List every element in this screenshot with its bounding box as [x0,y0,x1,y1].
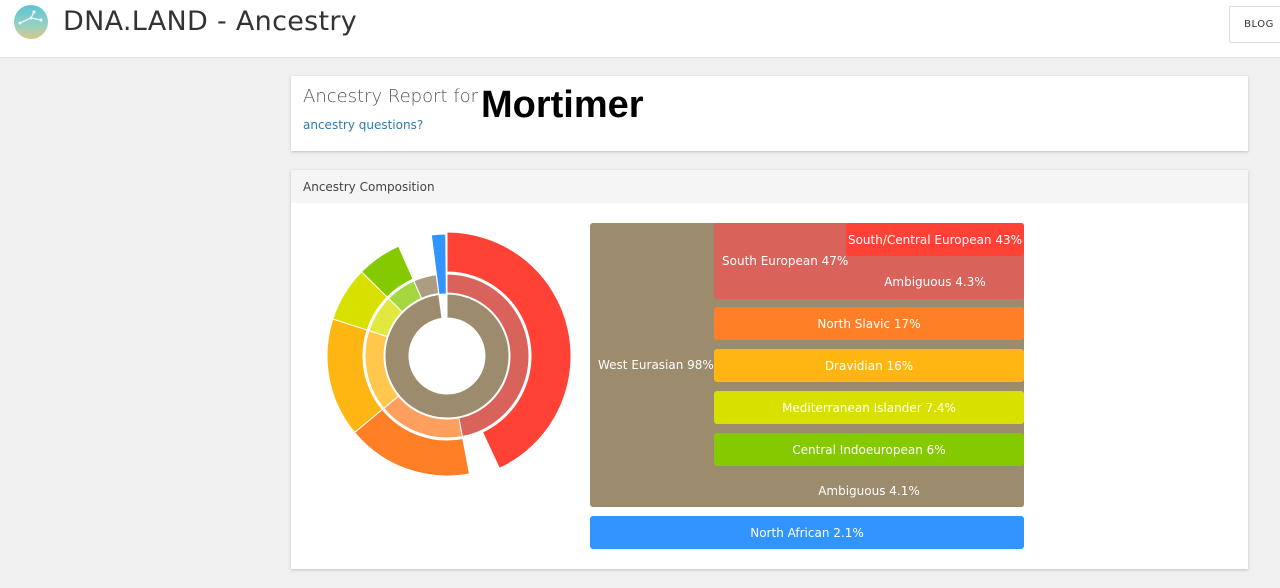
bar-south-central-european-label: South/Central European 43% [847,232,1023,247]
sunburst-central-indoeuropean[interactable] [360,245,414,298]
bar-north-african[interactable]: North African 2.1% [590,516,1024,549]
bar-north-slavic-label: North Slavic 17% [817,316,921,331]
dna-land-logo-icon[interactable] [14,5,48,39]
bar-dravidian-label: Dravidian 16% [824,358,914,373]
bar-central-indoeuropean[interactable]: Central Indoeuropean 6% [714,433,1024,466]
bar-west-eurasian-label: West Eurasian 98% [598,358,714,372]
ancestry-questions-link[interactable]: ancestry questions? [303,118,424,132]
top-bar: DNA.LAND - Ancestry BLOG [0,0,1280,58]
bar-ambiguous-west[interactable]: Ambiguous 4.1% [714,474,1024,507]
bar-south-european-label: South European 47% [722,254,849,268]
blog-button[interactable]: BLOG [1229,6,1280,43]
app-title: DNA.LAND - Ancestry [63,6,358,37]
sunburst-north-african[interactable] [430,233,447,296]
report-card: Ancestry Report for ancestry questions? … [291,76,1248,151]
bar-ambiguous-south-label: Ambiguous 4.3% [884,275,986,289]
composition-header: Ancestry Composition [291,170,1248,203]
bar-north-slavic[interactable]: North Slavic 17% [714,307,1024,340]
bar-dravidian[interactable]: Dravidian 16% [714,349,1024,382]
bar-central-indoeuropean-label: Central Indoeuropean 6% [792,442,946,457]
report-user-name: Mortimer [481,84,644,126]
bar-ambiguous-south[interactable]: Ambiguous 4.3% [846,265,1024,299]
bar-south-central-european[interactable]: South/Central European 43% [846,223,1024,256]
report-title: Ancestry Report for [303,86,479,107]
sunburst-south-central-european[interactable] [446,231,572,470]
bar-mediterranean-islander-label: Mediterranean Islander 7.4% [782,400,956,415]
bar-ambiguous-west-label: Ambiguous 4.1% [818,483,920,498]
composition-title: Ancestry Composition [303,180,435,194]
bar-north-african-label: North African 2.1% [750,525,864,540]
bar-mediterranean-islander[interactable]: Mediterranean Islander 7.4% [714,391,1024,424]
